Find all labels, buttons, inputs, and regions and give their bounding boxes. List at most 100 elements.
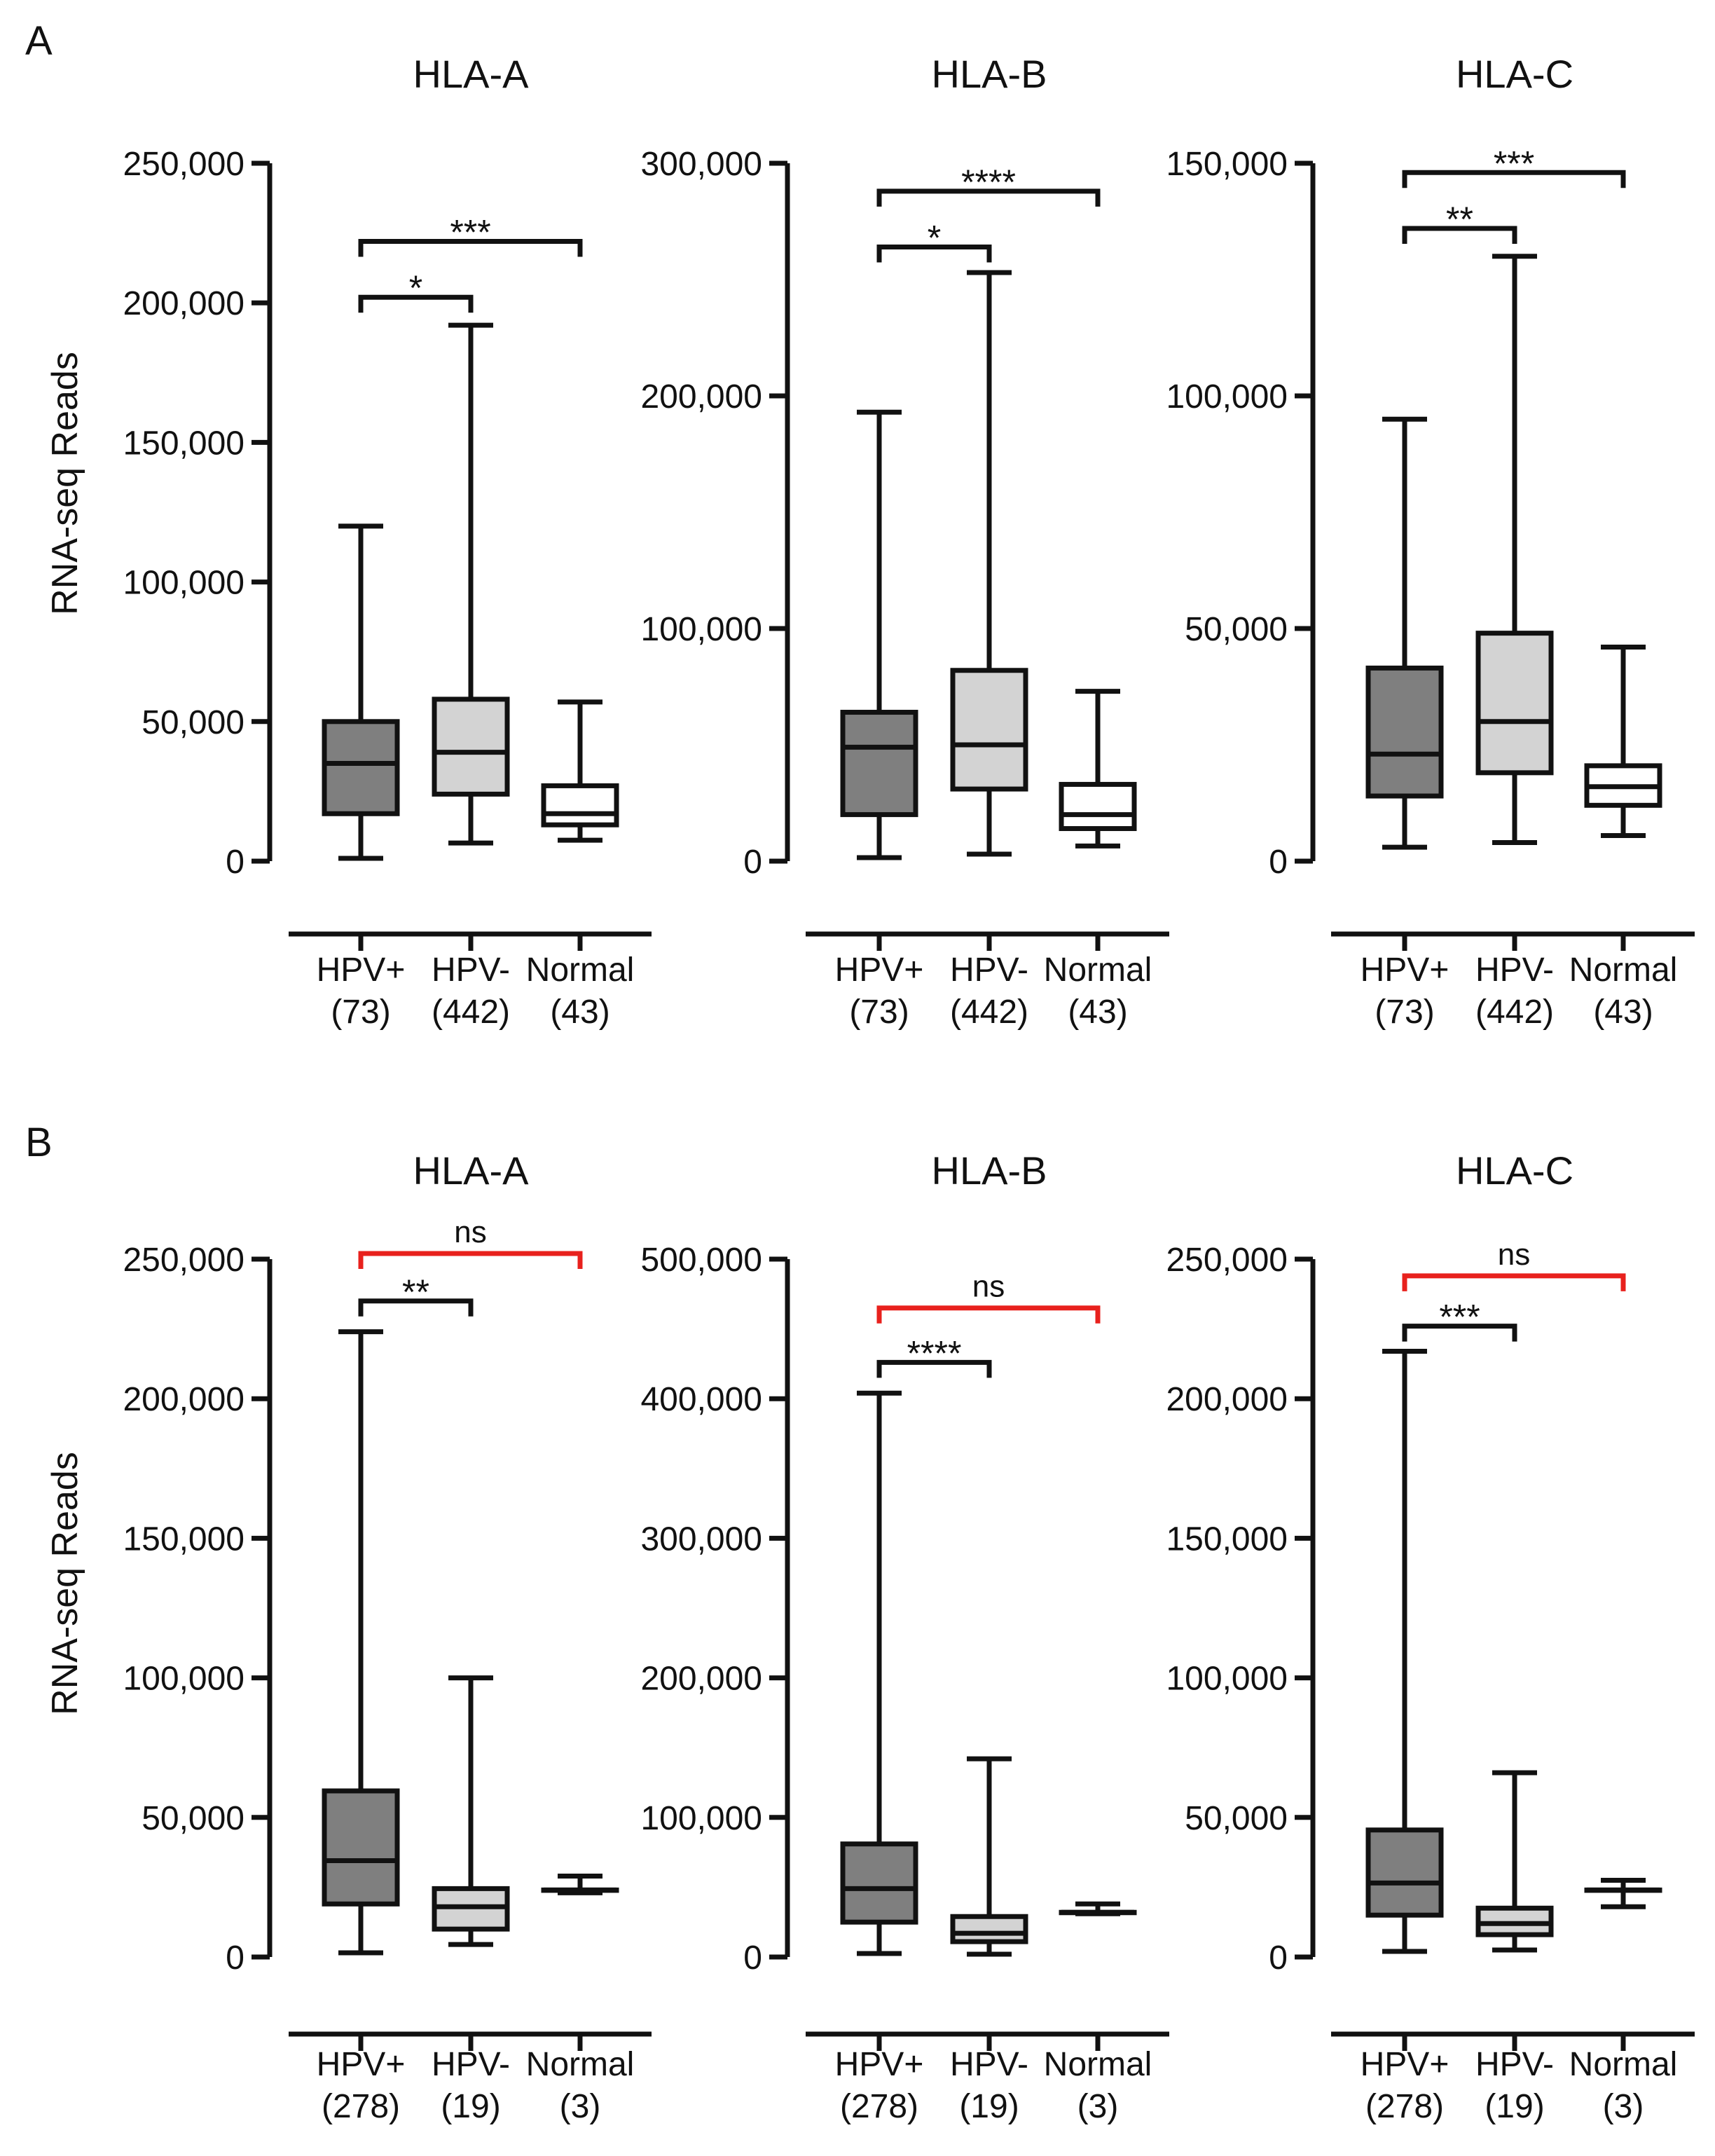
significance-bracket-a-hla-c-0 — [1402, 226, 1517, 244]
y-tick-label-b-hla-a-1: 50,000 — [142, 1800, 244, 1837]
significance-label-a-hla-c-1: *** — [1494, 144, 1534, 183]
panel-letter-b: B — [25, 1120, 53, 1165]
category-label-b-hla-b-normal: Normal — [1044, 2046, 1152, 2083]
category-label-a-hla-b-hpv-pos: HPV+ — [835, 952, 924, 989]
significance-a-hla-c-0: ** — [1402, 200, 1517, 244]
count-label-a-hla-b-normal: (43) — [1068, 994, 1127, 1031]
box-a-hla-a-hpv-neg: HPV- (442) — [432, 322, 510, 1031]
iqr-box-a-hla-a-normal — [541, 783, 619, 828]
box-b-hla-b-normal: Normal (3) — [1044, 1901, 1152, 2125]
category-label-a-hla-a-normal: Normal — [526, 952, 635, 989]
category-label-b-hla-b-hpv-neg: HPV- — [950, 2046, 1028, 2083]
significance-a-hla-a-1: *** — [358, 213, 583, 257]
iqr-box-a-hla-c-hpv-pos — [1365, 665, 1444, 799]
significance-label-b-hla-a-0: ** — [402, 1272, 429, 1312]
significance-bracket-a-hla-a-1 — [358, 239, 583, 257]
chart-title-b-hla-b: HLA-B — [932, 1148, 1047, 1193]
significance-b-hla-a-1: ns — [358, 1215, 583, 1270]
count-label-a-hla-c-normal: (43) — [1593, 994, 1653, 1031]
significance-label-b-hla-b-0: **** — [907, 1333, 962, 1373]
category-label-a-hla-c-normal: Normal — [1569, 952, 1678, 989]
iqr-box-a-hla-c-hpv-neg — [1475, 631, 1554, 776]
y-tick-label-a-hla-b-0: 0 — [743, 844, 762, 881]
y-tick-label-a-hla-b-1: 100,000 — [640, 611, 762, 648]
box-b-hla-a-normal: Normal (3) — [526, 1873, 634, 2125]
y-tick-label-a-hla-b-3: 300,000 — [640, 146, 762, 183]
significance-bracket-a-hla-b-1 — [876, 188, 1101, 207]
y-tick-label-a-hla-c-0: 0 — [1269, 844, 1288, 881]
significance-a-hla-b-1: **** — [876, 163, 1101, 207]
count-label-b-hla-c-hpv-neg: (19) — [1485, 2088, 1544, 2125]
box-a-hla-b-hpv-neg: HPV- (442) — [950, 270, 1028, 1031]
count-label-a-hla-b-hpv-pos: (73) — [849, 994, 909, 1031]
count-label-b-hla-b-normal: (3) — [1077, 2088, 1119, 2125]
y-tick-label-b-hla-c-4: 200,000 — [1166, 1381, 1288, 1418]
iqr-box-a-hla-b-hpv-pos — [840, 710, 918, 818]
category-label-a-hla-c-hpv-pos: HPV+ — [1361, 952, 1449, 989]
significance-label-a-hla-c-0: ** — [1446, 200, 1473, 239]
box-b-hla-a-hpv-neg: HPV- (19) — [432, 1675, 510, 2125]
chart-title-a-hla-c: HLA-C — [1456, 52, 1573, 96]
y-tick-label-b-hla-b-1: 100,000 — [640, 1800, 762, 1837]
y-tick-label-b-hla-b-5: 500,000 — [640, 1242, 762, 1279]
chart-title-a-hla-a: HLA-A — [413, 52, 530, 96]
significance-bracket-a-hla-a-0 — [358, 294, 474, 313]
significance-bracket-b-hla-a-1 — [358, 1251, 583, 1270]
count-label-a-hla-a-hpv-neg: (442) — [432, 994, 510, 1031]
y-tick-label-a-hla-a-5: 250,000 — [123, 146, 244, 183]
chart-a-hla-c: HLA-C 0 50,000 100,000 150,000 HPV+ (73) HPV- (4… — [1166, 52, 1695, 1031]
significance-label-b-hla-c-1: ns — [1498, 1237, 1530, 1272]
y-tick-label-a-hla-a-2: 100,000 — [123, 565, 244, 602]
count-label-a-hla-c-hpv-neg: (442) — [1475, 994, 1554, 1031]
count-label-b-hla-b-hpv-pos: (278) — [840, 2088, 918, 2125]
category-label-a-hla-a-hpv-neg: HPV- — [432, 952, 510, 989]
significance-bracket-b-hla-c-0 — [1402, 1324, 1517, 1342]
significance-bracket-a-hla-c-1 — [1402, 170, 1626, 188]
category-label-b-hla-c-hpv-pos: HPV+ — [1361, 2046, 1449, 2083]
iqr-box-b-hla-b-hpv-neg — [950, 1914, 1028, 1944]
y-tick-label-b-hla-c-5: 250,000 — [1166, 1242, 1288, 1279]
significance-label-b-hla-c-0: *** — [1439, 1298, 1480, 1337]
y-tick-label-a-hla-b-2: 200,000 — [640, 378, 762, 416]
y-tick-label-a-hla-a-0: 0 — [226, 844, 244, 881]
significance-a-hla-b-0: * — [876, 219, 992, 263]
y-tick-label-b-hla-a-5: 250,000 — [123, 1242, 244, 1279]
y-tick-label-a-hla-c-1: 50,000 — [1185, 611, 1288, 648]
category-label-a-hla-a-hpv-pos: HPV+ — [317, 952, 406, 989]
box-b-hla-b-hpv-neg: HPV- (19) — [950, 1756, 1028, 2125]
significance-label-a-hla-a-0: * — [409, 268, 422, 308]
y-tick-label-a-hla-a-3: 150,000 — [123, 425, 244, 462]
chart-b-hla-c: HLA-C 0 50,000 100,000 150,000 200,000 250,000… — [1166, 1148, 1695, 2125]
chart-b-hla-b: HLA-B 0 100,000 200,000 300,000 400,000 500,00… — [640, 1148, 1169, 2125]
charts: HLA-A 0 50,000 100,000 150,000 200,000 250,000… — [123, 52, 1695, 2125]
count-label-b-hla-c-normal: (3) — [1603, 2088, 1644, 2125]
significance-bracket-a-hla-b-0 — [876, 245, 992, 263]
iqr-box-a-hla-a-hpv-pos — [322, 719, 400, 816]
category-label-a-hla-b-normal: Normal — [1044, 952, 1152, 989]
panel-letters: A B — [25, 18, 53, 1165]
box-a-hla-c-hpv-pos: HPV+ (73) — [1361, 416, 1449, 1031]
significance-bracket-b-hla-b-0 — [876, 1359, 992, 1378]
count-label-a-hla-a-hpv-pos: (73) — [331, 994, 390, 1031]
count-label-b-hla-a-hpv-pos: (278) — [322, 2088, 400, 2125]
category-label-b-hla-a-hpv-pos: HPV+ — [317, 2046, 406, 2083]
y-tick-label-b-hla-c-3: 150,000 — [1166, 1520, 1288, 1558]
significance-b-hla-a-0: ** — [358, 1272, 474, 1317]
chart-a-hla-a: HLA-A 0 50,000 100,000 150,000 200,000 250,000… — [123, 52, 652, 1031]
y-tick-label-a-hla-c-3: 150,000 — [1166, 146, 1288, 183]
category-label-a-hla-b-hpv-neg: HPV- — [950, 952, 1028, 989]
box-b-hla-a-hpv-pos: HPV+ (278) — [317, 1329, 406, 2125]
iqr-box-b-hla-a-hpv-pos — [322, 1788, 400, 1907]
significance-bracket-b-hla-c-1 — [1402, 1273, 1626, 1291]
significance-b-hla-b-1: ns — [876, 1270, 1101, 1324]
iqr-box-b-hla-b-hpv-pos — [840, 1841, 918, 1925]
chart-b-hla-a: HLA-A 0 50,000 100,000 150,000 200,000 250,000… — [123, 1148, 652, 2125]
y-tick-label-b-hla-c-2: 100,000 — [1166, 1661, 1288, 1698]
y-tick-label-b-hla-a-3: 150,000 — [123, 1520, 244, 1558]
chart-title-a-hla-b: HLA-B — [932, 52, 1047, 96]
y-tick-label-b-hla-a-2: 100,000 — [123, 1661, 244, 1698]
count-label-a-hla-a-normal: (43) — [550, 994, 609, 1031]
significance-label-a-hla-a-1: *** — [450, 213, 490, 252]
category-label-b-hla-c-hpv-neg: HPV- — [1475, 2046, 1554, 2083]
box-a-hla-b-hpv-pos: HPV+ (73) — [835, 409, 924, 1031]
